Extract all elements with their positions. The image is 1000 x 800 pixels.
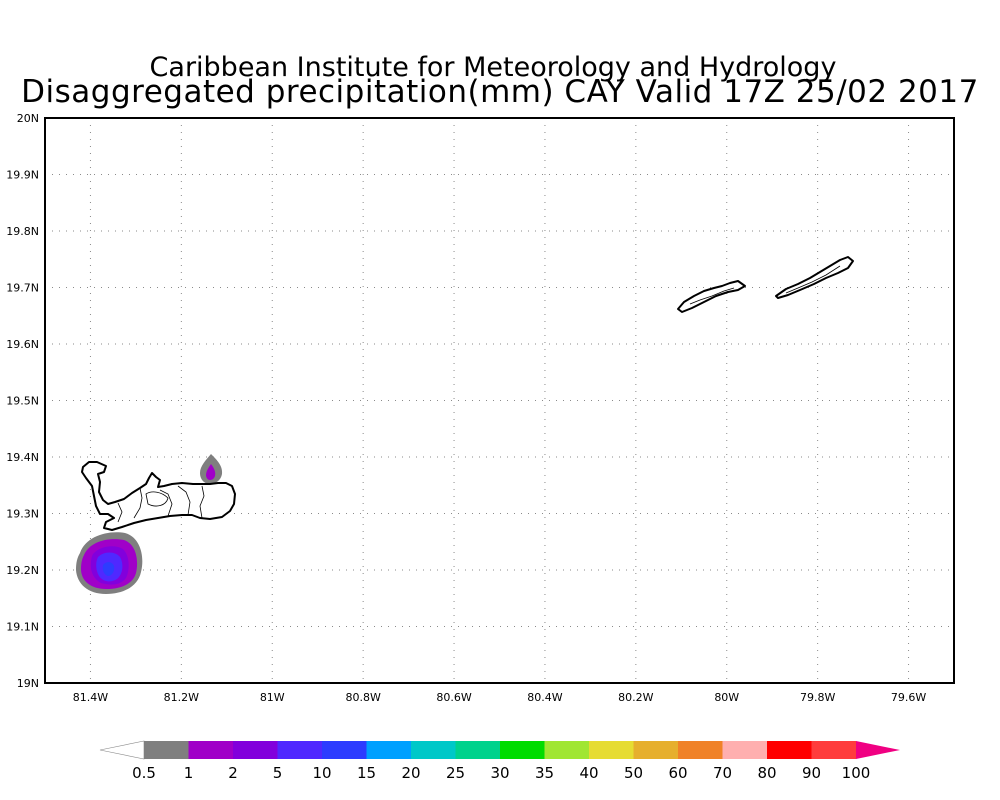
latitude-tick-label: 20N bbox=[17, 112, 39, 125]
longitude-tick-label: 81.2W bbox=[164, 691, 199, 704]
longitude-tick-label: 79.6W bbox=[891, 691, 926, 704]
map-frame bbox=[44, 117, 955, 684]
colorbar-level-label: 60 bbox=[668, 764, 687, 782]
longitude-tick-labels: 81.4W 81.2W 81W 80.8W 80.6W 80.4W 80.2W 80W 79.8… bbox=[73, 691, 927, 704]
precip-area-north-sound bbox=[200, 454, 223, 484]
colorbar-segment bbox=[277, 741, 323, 759]
longitude-tick-label: 80W bbox=[714, 691, 739, 704]
colorbar-level-label: 0.5 bbox=[132, 764, 156, 782]
little-cayman-island bbox=[677, 280, 746, 313]
precip-contour-1mm bbox=[206, 464, 216, 480]
colorbar-segment bbox=[678, 741, 723, 759]
latitude-tick-label: 19N bbox=[17, 677, 39, 690]
colorbar-segment bbox=[366, 741, 412, 759]
latitude-tick-label: 19.4N bbox=[6, 451, 39, 464]
grand-cayman-district-boundary bbox=[177, 485, 191, 516]
colorbar-segment bbox=[589, 741, 634, 759]
colorbar-segment bbox=[188, 741, 234, 759]
latitude-tick-label: 19.3N bbox=[6, 508, 39, 521]
longitude-tick-label: 80.2W bbox=[618, 691, 653, 704]
colorbar-segment bbox=[322, 741, 367, 759]
colorbar-level-label: 2 bbox=[228, 764, 238, 782]
colorbar-level-label: 10 bbox=[312, 764, 331, 782]
latitude-tick-label: 19.8N bbox=[6, 225, 39, 238]
grand-cayman-district-boundary bbox=[117, 502, 123, 523]
title-line-2: Disaggregated precipitation(mm) CAY Vali… bbox=[21, 74, 979, 110]
longitude-tick-label: 79.8W bbox=[800, 691, 835, 704]
latitude-tick-label: 19.9N bbox=[6, 169, 39, 182]
map-plot-area bbox=[45, 118, 954, 683]
colorbar-segment bbox=[455, 741, 501, 759]
latitude-tick-labels: 20N 19.9N 19.8N 19.7N 19.6N 19.5N 19.4N 19.3N 19… bbox=[6, 112, 39, 690]
colorbar-level-labels: 0.5 1 2 5 10 15 20 25 30 35 40 50 60 70 80 90 100 bbox=[132, 764, 870, 782]
longitude-tick-label: 80.4W bbox=[527, 691, 562, 704]
grand-cayman-coastline bbox=[81, 461, 236, 531]
grand-cayman-district-boundary bbox=[133, 487, 143, 519]
latitude-tick-label: 19.5N bbox=[6, 395, 39, 408]
cayman-brac-coastline bbox=[775, 256, 854, 299]
colorbar-level-label: 90 bbox=[802, 764, 821, 782]
latitude-tick-label: 19.6N bbox=[6, 338, 39, 351]
grand-cayman-island bbox=[81, 461, 236, 531]
colorbar-segment bbox=[767, 741, 812, 759]
cayman-brac-inner-line bbox=[785, 265, 841, 294]
colorbar-segment bbox=[144, 741, 189, 759]
colorbar-segment bbox=[411, 741, 456, 759]
longitude-tick-label: 81.4W bbox=[73, 691, 108, 704]
colorbar-segment bbox=[544, 741, 590, 759]
colorbar-over-tip bbox=[856, 741, 900, 759]
longitude-tick-label: 80.8W bbox=[345, 691, 380, 704]
latitude-tick-label: 19.1N bbox=[6, 621, 39, 634]
latitude-tick-label: 19.7N bbox=[6, 282, 39, 295]
grand-cayman-district-boundary bbox=[199, 485, 205, 519]
colorbar-level-label: 30 bbox=[490, 764, 509, 782]
longitude-tick-label: 80.6W bbox=[436, 691, 471, 704]
colorbar-level-label: 35 bbox=[535, 764, 554, 782]
colorbar-level-label: 100 bbox=[842, 764, 871, 782]
precip-contour-10mm bbox=[102, 562, 115, 576]
colorbar-level-label: 20 bbox=[401, 764, 420, 782]
colorbar-level-label: 25 bbox=[446, 764, 465, 782]
colorbar-under-tip bbox=[99, 740, 145, 760]
precipitation-colorbar: 0.5 1 2 5 10 15 20 25 30 35 40 50 60 70 80 90 100 bbox=[99, 740, 900, 782]
colorbar-segment bbox=[811, 741, 857, 759]
colorbar-level-label: 50 bbox=[624, 764, 643, 782]
little-cayman-inner-line bbox=[689, 287, 735, 305]
colorbar-level-label: 5 bbox=[273, 764, 283, 782]
latitude-tick-label: 19.2N bbox=[6, 564, 39, 577]
colorbar-level-label: 15 bbox=[357, 764, 376, 782]
colorbar-segment bbox=[500, 741, 545, 759]
colorbar-segment bbox=[233, 741, 278, 759]
cayman-brac-island bbox=[775, 256, 854, 299]
colorbar-segment bbox=[722, 741, 768, 759]
grand-cayman-north-sound bbox=[145, 491, 169, 507]
grand-cayman-district-boundary bbox=[159, 489, 173, 517]
colorbar-level-label: 1 bbox=[184, 764, 194, 782]
colorbar-level-label: 70 bbox=[713, 764, 732, 782]
colorbar-segment bbox=[633, 741, 679, 759]
precip-area-southwest bbox=[76, 532, 143, 594]
colorbar-level-label: 80 bbox=[757, 764, 776, 782]
title-line-1: Caribbean Institute for Meteorology and … bbox=[150, 52, 837, 83]
longitude-tick-label: 81W bbox=[260, 691, 285, 704]
colorbar-level-label: 40 bbox=[579, 764, 598, 782]
